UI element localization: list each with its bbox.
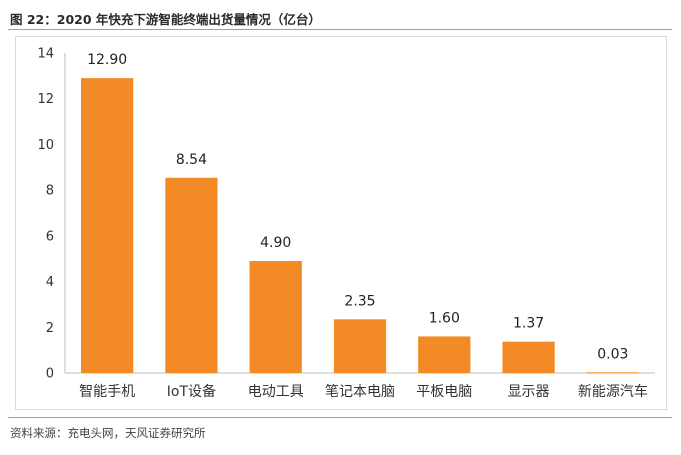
bar (586, 372, 639, 374)
y-tick-label: 8 (46, 184, 54, 199)
data-label: 1.37 (513, 316, 544, 332)
bar (333, 319, 387, 373)
y-tick-label: 12 (37, 92, 54, 107)
y-axis-ticks: 0 2 4 6 8 10 12 14 (37, 47, 54, 382)
category-label: IoT设备 (167, 383, 216, 400)
bar (418, 336, 471, 373)
data-labels: 12.90 8.54 4.90 2.35 1.60 1.37 0.03 (87, 52, 628, 362)
category-label: 智能手机 (79, 384, 135, 400)
y-tick-label: 0 (46, 367, 54, 382)
source-note: 资料来源：充电头网，天风证券研究所 (10, 426, 206, 440)
bar (81, 78, 134, 374)
category-labels: 智能手机 IoT设备 电动工具 笔记本电脑 平板电脑 显示器 新能源汽车 (79, 383, 648, 400)
data-label: 1.60 (429, 310, 460, 326)
data-label: 12.90 (87, 52, 127, 68)
category-label: 笔记本电脑 (325, 384, 395, 400)
data-label: 4.90 (260, 235, 291, 251)
figure-title: 图 22：2020 年快充下游智能终端出货量情况（亿台） (10, 12, 321, 27)
data-label: 8.54 (176, 152, 207, 168)
y-tick-label: 10 (37, 138, 54, 153)
bar (165, 177, 218, 373)
y-tick-label: 14 (37, 47, 54, 62)
title-divider (8, 29, 672, 30)
bar (502, 341, 555, 373)
y-tick-label: 6 (46, 229, 54, 244)
data-label: 0.03 (597, 346, 628, 362)
bar (249, 261, 302, 373)
category-label: 电动工具 (248, 384, 304, 400)
data-label: 2.35 (344, 293, 375, 309)
category-label: 新能源汽车 (578, 383, 648, 400)
category-label: 平板电脑 (416, 384, 472, 400)
source-divider (8, 417, 672, 418)
chart-frame (15, 36, 667, 410)
y-tick-label: 4 (46, 275, 54, 290)
bars (81, 78, 639, 374)
y-tick-label: 2 (46, 321, 54, 336)
category-label: 显示器 (508, 384, 550, 400)
